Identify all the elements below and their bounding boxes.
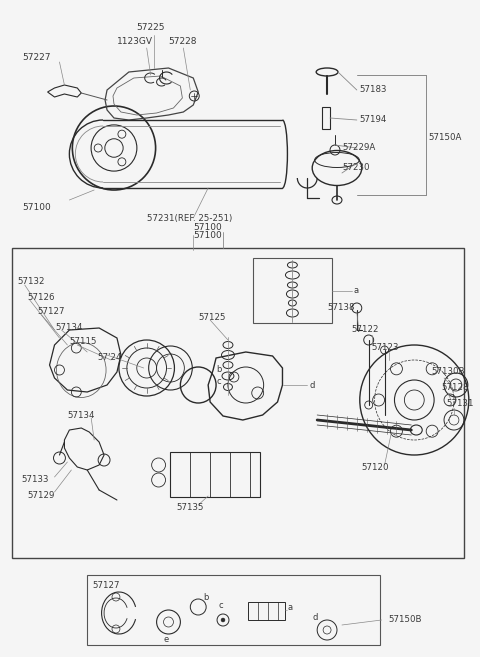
Text: 57227: 57227 xyxy=(22,53,50,62)
Text: 57126: 57126 xyxy=(28,292,55,302)
Text: 57125: 57125 xyxy=(198,313,226,321)
Text: 57127: 57127 xyxy=(92,581,120,589)
Text: e: e xyxy=(164,635,169,645)
Text: 57100: 57100 xyxy=(193,231,222,240)
Text: 57133: 57133 xyxy=(22,476,49,484)
Text: 57130B: 57130B xyxy=(431,367,465,376)
Text: 57128: 57128 xyxy=(441,384,468,392)
Text: 57229A: 57229A xyxy=(342,143,375,152)
Text: 57225: 57225 xyxy=(137,24,165,32)
Text: 57120: 57120 xyxy=(362,463,389,472)
Text: a: a xyxy=(288,602,292,612)
Text: 57138: 57138 xyxy=(327,304,355,313)
Text: a: a xyxy=(354,286,359,295)
Circle shape xyxy=(221,618,225,622)
Text: 57129: 57129 xyxy=(28,491,55,501)
Bar xyxy=(87,575,380,645)
Text: 57134: 57134 xyxy=(67,411,95,420)
Text: 57'24: 57'24 xyxy=(97,353,121,363)
Text: 57127: 57127 xyxy=(37,307,65,317)
Text: 57131: 57131 xyxy=(446,399,473,409)
Text: 1123GV: 1123GV xyxy=(117,37,153,47)
Bar xyxy=(253,258,332,323)
Text: 57115: 57115 xyxy=(70,338,97,346)
Text: 57231(REF. 25-251): 57231(REF. 25-251) xyxy=(147,214,232,223)
Text: 57100: 57100 xyxy=(22,204,50,212)
Text: 57183: 57183 xyxy=(360,85,387,95)
Text: 57122: 57122 xyxy=(352,325,379,334)
Text: 57150A: 57150A xyxy=(428,133,462,143)
Text: c: c xyxy=(216,378,221,386)
Text: d: d xyxy=(312,614,318,622)
Bar xyxy=(248,602,286,620)
Bar xyxy=(322,107,330,129)
Bar xyxy=(12,248,464,558)
Text: b: b xyxy=(216,365,221,374)
Text: 57123: 57123 xyxy=(372,344,399,353)
Text: 57230: 57230 xyxy=(342,164,370,173)
Text: c: c xyxy=(218,600,223,610)
Text: b: b xyxy=(203,593,208,602)
Text: d: d xyxy=(309,380,314,390)
Text: 57134: 57134 xyxy=(56,323,83,332)
Text: 57132: 57132 xyxy=(18,277,45,286)
Text: 57228: 57228 xyxy=(168,37,197,47)
Bar xyxy=(170,452,260,497)
Text: 57135: 57135 xyxy=(177,503,204,512)
Text: 57194: 57194 xyxy=(360,116,387,124)
Text: 57100: 57100 xyxy=(193,223,222,233)
Text: 57150B: 57150B xyxy=(388,616,422,625)
